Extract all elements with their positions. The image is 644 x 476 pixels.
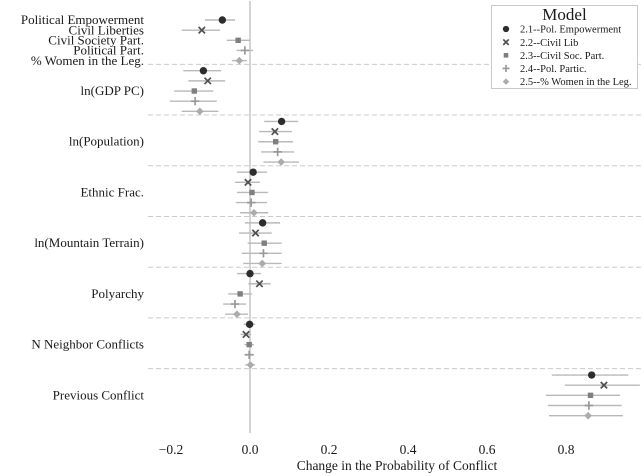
legend-entry-label: 2.1--Pol. Empowerment: [520, 25, 621, 36]
y-label-population: ln(Population): [69, 134, 144, 149]
y-label-political-part: Political Part.: [73, 43, 144, 58]
circle-marker: [249, 168, 257, 176]
legend: Model 2.1--Pol. Empowerment 2.2--Civil L…: [491, 5, 638, 89]
circle-marker: [502, 25, 510, 33]
circle-marker: [218, 16, 227, 24]
circle-marker: [258, 219, 267, 227]
diamond-marker: [584, 411, 592, 420]
plus-marker: [190, 96, 200, 106]
circle-marker: [199, 67, 208, 75]
diamond-marker: [277, 158, 286, 166]
x-tick-label: −0.2: [159, 442, 184, 457]
diamond-marker: [196, 107, 204, 116]
x-axis-title: Change in the Probability of Conflict: [297, 458, 498, 473]
x-marker: [203, 77, 212, 85]
x-marker: [242, 330, 250, 339]
square-marker: [246, 341, 252, 348]
square-marker: [237, 291, 243, 297]
circle-marker: [245, 320, 254, 329]
diamond-marker: [235, 56, 244, 65]
x-axis: −0.2 0.0 0.2 0.4 0.6 0.8 Change in the P…: [159, 442, 575, 473]
circle-marker: [277, 117, 286, 126]
y-label-previous-conflict: Previous Conflict: [53, 387, 145, 402]
legend-entry-label: 2.3--Civil Soc. Part.: [520, 51, 604, 62]
y-label-political-empowerment: Political Empowerment: [21, 12, 145, 27]
legend-marker-column: [502, 25, 510, 85]
diamond-marker: [502, 78, 510, 85]
square-marker: [235, 37, 241, 43]
y-axis-labels: Political Empowerment Civil Liberties Ci…: [21, 12, 145, 402]
x-tick-label: 0.4: [400, 442, 417, 457]
x-marker: [271, 127, 279, 136]
plus-marker: [584, 401, 594, 410]
x-tick-label: 0.2: [321, 442, 338, 457]
x-marker: [502, 38, 510, 46]
x-tick-label: 0.6: [479, 442, 496, 457]
square-marker: [587, 392, 594, 399]
y-label-civil-society-part: Civil Society Part.: [48, 33, 144, 48]
plus-marker: [245, 350, 254, 359]
y-label-ethnic-frac: Ethnic Frac.: [80, 185, 144, 200]
legend-title: Model: [542, 5, 587, 24]
x-marker: [251, 229, 260, 237]
plus-marker: [246, 198, 256, 207]
plus-marker: [259, 249, 268, 258]
circle-marker: [587, 371, 596, 379]
y-label-mountain-terrain: ln(Mountain Terrain): [34, 235, 144, 250]
diamond-marker: [246, 361, 255, 369]
diamond-marker: [233, 310, 241, 318]
diamond-marker: [250, 208, 258, 217]
plus-marker: [230, 299, 240, 309]
y-label-civil-liberties: Civil Liberties: [69, 22, 144, 37]
square-marker: [191, 88, 198, 94]
square-marker: [272, 139, 279, 145]
plot-geometry: [148, 1, 644, 433]
plus-marker: [240, 46, 250, 55]
y-label-pct-women-leg: % Women in the Leg.: [31, 53, 144, 68]
x-marker: [600, 381, 608, 389]
legend-entry-label: 2.5--% Women in the Leg.: [520, 77, 632, 88]
diamond-marker: [258, 259, 267, 268]
x-marker: [244, 178, 252, 187]
square-marker: [261, 240, 267, 246]
legend-box: [491, 5, 638, 89]
y-label-n-neighbor-conflicts: N Neighbor Conflicts: [31, 337, 144, 352]
plus-marker: [273, 147, 282, 157]
y-label-polyarchy: Polyarchy: [91, 286, 144, 301]
x-tick-label: 0.8: [558, 442, 575, 457]
y-label-gdp-pc: ln(GDP PC): [81, 83, 144, 98]
x-marker: [198, 26, 206, 34]
square-marker: [503, 53, 509, 58]
legend-entry-label: 2.4--Pol. Partic.: [520, 64, 587, 75]
square-marker: [249, 189, 255, 196]
x-marker: [255, 279, 264, 288]
plus-marker: [502, 64, 510, 73]
x-tick-label: 0.0: [242, 442, 259, 457]
circle-marker: [246, 269, 254, 278]
legend-entry-label: 2.2--Civil Lib: [520, 38, 578, 49]
